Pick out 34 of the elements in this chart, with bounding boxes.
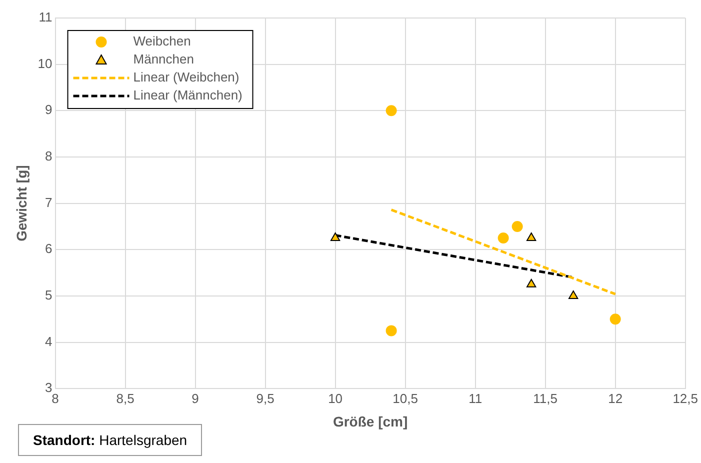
x-tick-label: 10,5 bbox=[392, 390, 418, 406]
point bbox=[512, 220, 523, 232]
y-tick-label: 7 bbox=[45, 194, 52, 210]
y-tick-label: 10 bbox=[38, 56, 52, 71]
y-tick-label: 4 bbox=[45, 334, 52, 349]
point bbox=[386, 105, 397, 116]
x-tick-label: 8,5 bbox=[116, 390, 134, 406]
point bbox=[498, 232, 509, 244]
y-tick-label: 9 bbox=[45, 102, 52, 118]
y-axis-title: Gewicht [g] bbox=[13, 165, 30, 242]
x-tick-label: 12,5 bbox=[672, 390, 698, 406]
y-tick-label: 3 bbox=[45, 380, 52, 396]
point bbox=[526, 278, 536, 288]
legend-label: Linear (Männchen) bbox=[133, 88, 242, 103]
point bbox=[610, 314, 621, 325]
x-axis-title: Größe [cm] bbox=[332, 413, 408, 430]
y-tick-label: 6 bbox=[45, 241, 52, 256]
legend-label: Linear (Weibchen) bbox=[133, 70, 240, 85]
point bbox=[568, 290, 578, 299]
y-tick-label: 11 bbox=[38, 10, 52, 25]
x-tick-label: 9 bbox=[192, 390, 199, 406]
point bbox=[330, 232, 340, 242]
point bbox=[386, 325, 397, 336]
y-tick-label: 8 bbox=[45, 148, 52, 164]
text: Standort: Hartelsgraben bbox=[33, 432, 188, 448]
x-tick-label: 12 bbox=[608, 390, 623, 406]
point bbox=[526, 232, 536, 242]
y-tick-label: 5 bbox=[45, 288, 52, 303]
legend-label: Männchen bbox=[133, 52, 194, 67]
x-tick-label: 11 bbox=[468, 390, 482, 406]
legend-label: Weibchen bbox=[133, 34, 191, 49]
x-tick-label: 10 bbox=[328, 390, 343, 406]
x-tick-label: 11,5 bbox=[533, 390, 558, 406]
x-tick-label: 9,5 bbox=[256, 390, 274, 406]
